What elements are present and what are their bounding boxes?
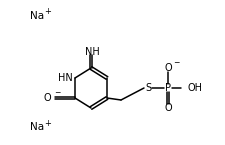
- Text: S: S: [145, 83, 151, 93]
- Text: OH: OH: [188, 83, 203, 93]
- Text: −: −: [54, 88, 60, 97]
- Text: +: +: [44, 8, 51, 17]
- Text: O: O: [164, 63, 172, 73]
- Text: Na: Na: [30, 11, 44, 21]
- Text: O: O: [43, 93, 51, 103]
- Text: NH: NH: [85, 47, 99, 57]
- Text: P: P: [165, 83, 171, 93]
- Text: −: −: [173, 58, 179, 68]
- Text: Na: Na: [30, 122, 44, 132]
- Text: HN: HN: [58, 73, 73, 83]
- Text: +: +: [44, 118, 51, 127]
- Text: O: O: [164, 103, 172, 113]
